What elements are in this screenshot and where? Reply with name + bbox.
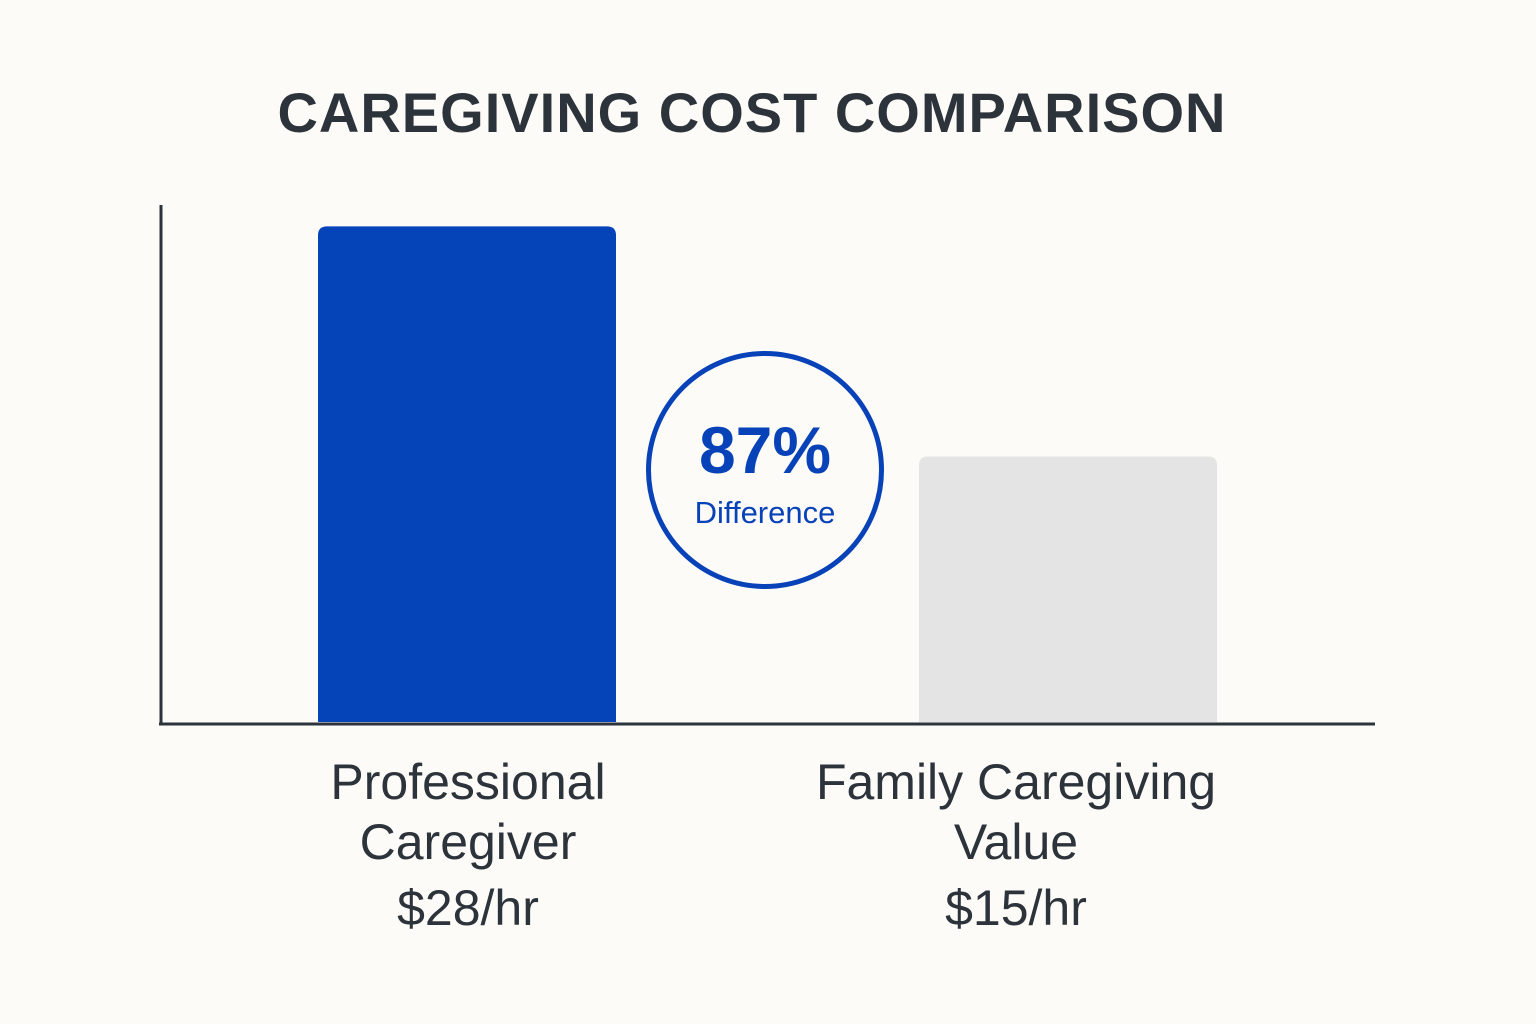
bar-value-label: $15/hr — [945, 880, 1087, 936]
difference-label: Difference — [694, 494, 836, 530]
category-label-line: Family Caregiving — [815, 754, 1217, 810]
bar-professional-caregiver — [318, 226, 616, 722]
category-label-family: Family Caregiving Value $15/hr — [756, 752, 1276, 938]
difference-badge: 87% Difference — [646, 351, 884, 589]
category-label-professional: Professional Caregiver $28/hr — [208, 752, 728, 938]
difference-value: 87% — [698, 412, 832, 487]
category-label-line: Professional — [330, 754, 606, 810]
chart-title: CAREGIVING COST COMPARISON — [277, 81, 1227, 144]
category-label-line: Value — [953, 814, 1079, 870]
bar-value-label: $28/hr — [397, 880, 539, 936]
bars-group — [318, 226, 1217, 722]
bar-family-caregiving-value — [919, 456, 1217, 722]
category-label-line: Caregiver — [359, 814, 577, 870]
